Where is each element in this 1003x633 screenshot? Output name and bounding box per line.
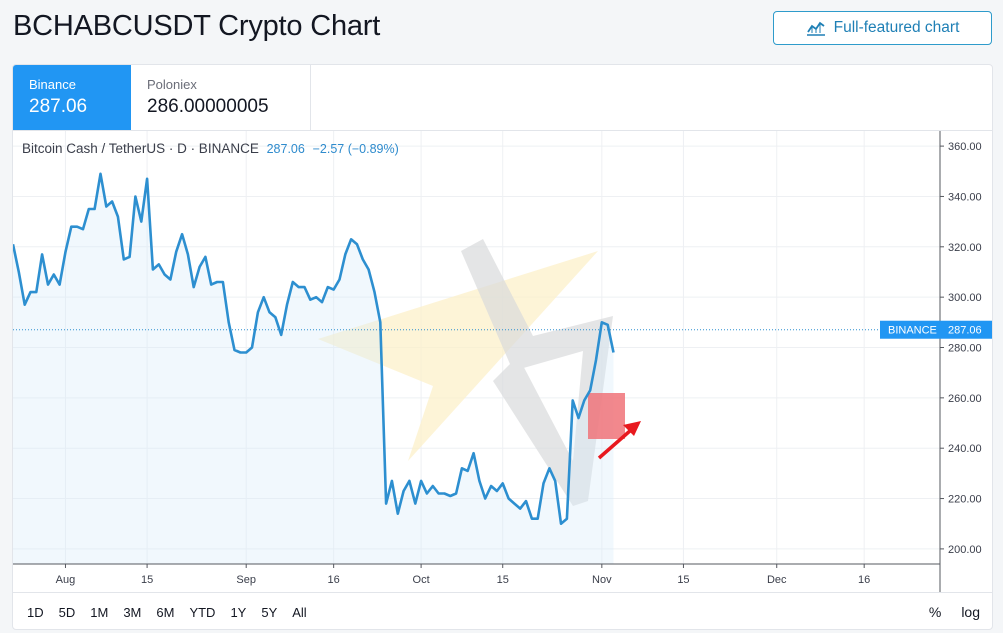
x-tick-label: 15 <box>497 574 509 586</box>
x-tick-label: Aug <box>56 574 76 586</box>
x-tick-label: 15 <box>677 574 689 586</box>
range-1d[interactable]: 1D <box>27 604 44 620</box>
y-tick-label: 340.00 <box>948 191 982 203</box>
price-tag-exchange: BINANCE <box>888 325 937 337</box>
legend-price: 287.06 <box>266 142 305 156</box>
tab-exchange-price: 286.00000005 <box>147 96 269 117</box>
range-ytd[interactable]: YTD <box>189 604 216 620</box>
x-tick-label: Nov <box>592 574 612 586</box>
y-tick-label: 320.00 <box>948 242 982 254</box>
annotation-arrow <box>597 428 633 460</box>
watermark-logo <box>318 251 598 461</box>
full-featured-chart-button[interactable]: Full-featured chart <box>773 11 992 45</box>
log-scale-toggle[interactable]: log <box>961 604 980 620</box>
x-tick-label: 16 <box>328 574 340 586</box>
scale-options: % log <box>929 604 980 620</box>
chart-line-icon <box>806 20 826 36</box>
range-5y[interactable]: 5Y <box>261 604 278 620</box>
x-tick-label: Sep <box>236 574 256 586</box>
x-tick-label: 15 <box>141 574 153 586</box>
range-1m[interactable]: 1M <box>90 604 109 620</box>
legend-pair: Bitcoin Cash / TetherUS · D · BINANCE <box>22 141 259 156</box>
tab-divider <box>13 130 992 131</box>
range-all[interactable]: All <box>292 604 307 620</box>
price-chart[interactable]: 200.00 220.00 240.00 260.00 280.00 300.00 320.… <box>13 131 993 592</box>
price-tag-value: 287.06 <box>948 325 982 337</box>
y-tick-label: 260.00 <box>948 393 982 405</box>
legend-change: −2.57 (−0.89%) <box>312 142 399 156</box>
range-6m[interactable]: 6M <box>156 604 175 620</box>
page-title: BCHABCUSDT Crypto Chart <box>13 10 381 42</box>
y-tick-label: 300.00 <box>948 292 982 304</box>
annotation-arrow-head <box>623 421 641 436</box>
price-line[interactable] <box>13 172 615 525</box>
full-featured-chart-label: Full-featured chart <box>833 19 960 36</box>
range-3m[interactable]: 3M <box>123 604 142 620</box>
exchange-tabs: Binance 287.06 Poloniex 286.00000005 <box>13 65 311 130</box>
x-tick-label: Oct <box>413 574 430 586</box>
tab-exchange-name: Binance <box>29 77 76 92</box>
series-area <box>13 173 614 565</box>
y-tick-label: 220.00 <box>948 494 982 506</box>
y-tick-label: 240.00 <box>948 443 982 455</box>
x-tick-label: Dec <box>767 574 787 586</box>
chart-card: Binance 287.06 Poloniex 286.00000005 200… <box>12 64 993 630</box>
price-tag <box>880 320 992 339</box>
highlight-box <box>588 393 625 439</box>
watermark-logo <box>461 239 613 506</box>
symbol-legend: Bitcoin Cash / TetherUS · D · BINANCE 28… <box>22 141 399 156</box>
x-tick-label: 16 <box>858 574 870 586</box>
tab-exchange-name: Poloniex <box>147 77 197 92</box>
tab-poloniex[interactable]: Poloniex 286.00000005 <box>131 65 311 130</box>
range-1y[interactable]: 1Y <box>230 604 247 620</box>
tab-exchange-price: 287.06 <box>29 96 88 117</box>
y-tick-label: 280.00 <box>948 343 982 355</box>
y-tick-label: 360.00 <box>948 141 982 153</box>
range-toolbar: 1D 5D 1M 3M 6M YTD 1Y 5Y All % log <box>13 592 992 629</box>
percent-scale-toggle[interactable]: % <box>928 604 942 620</box>
tab-binance[interactable]: Binance 287.06 <box>13 65 131 130</box>
y-tick-label: 200.00 <box>948 544 982 556</box>
range-5d[interactable]: 5D <box>58 604 76 620</box>
